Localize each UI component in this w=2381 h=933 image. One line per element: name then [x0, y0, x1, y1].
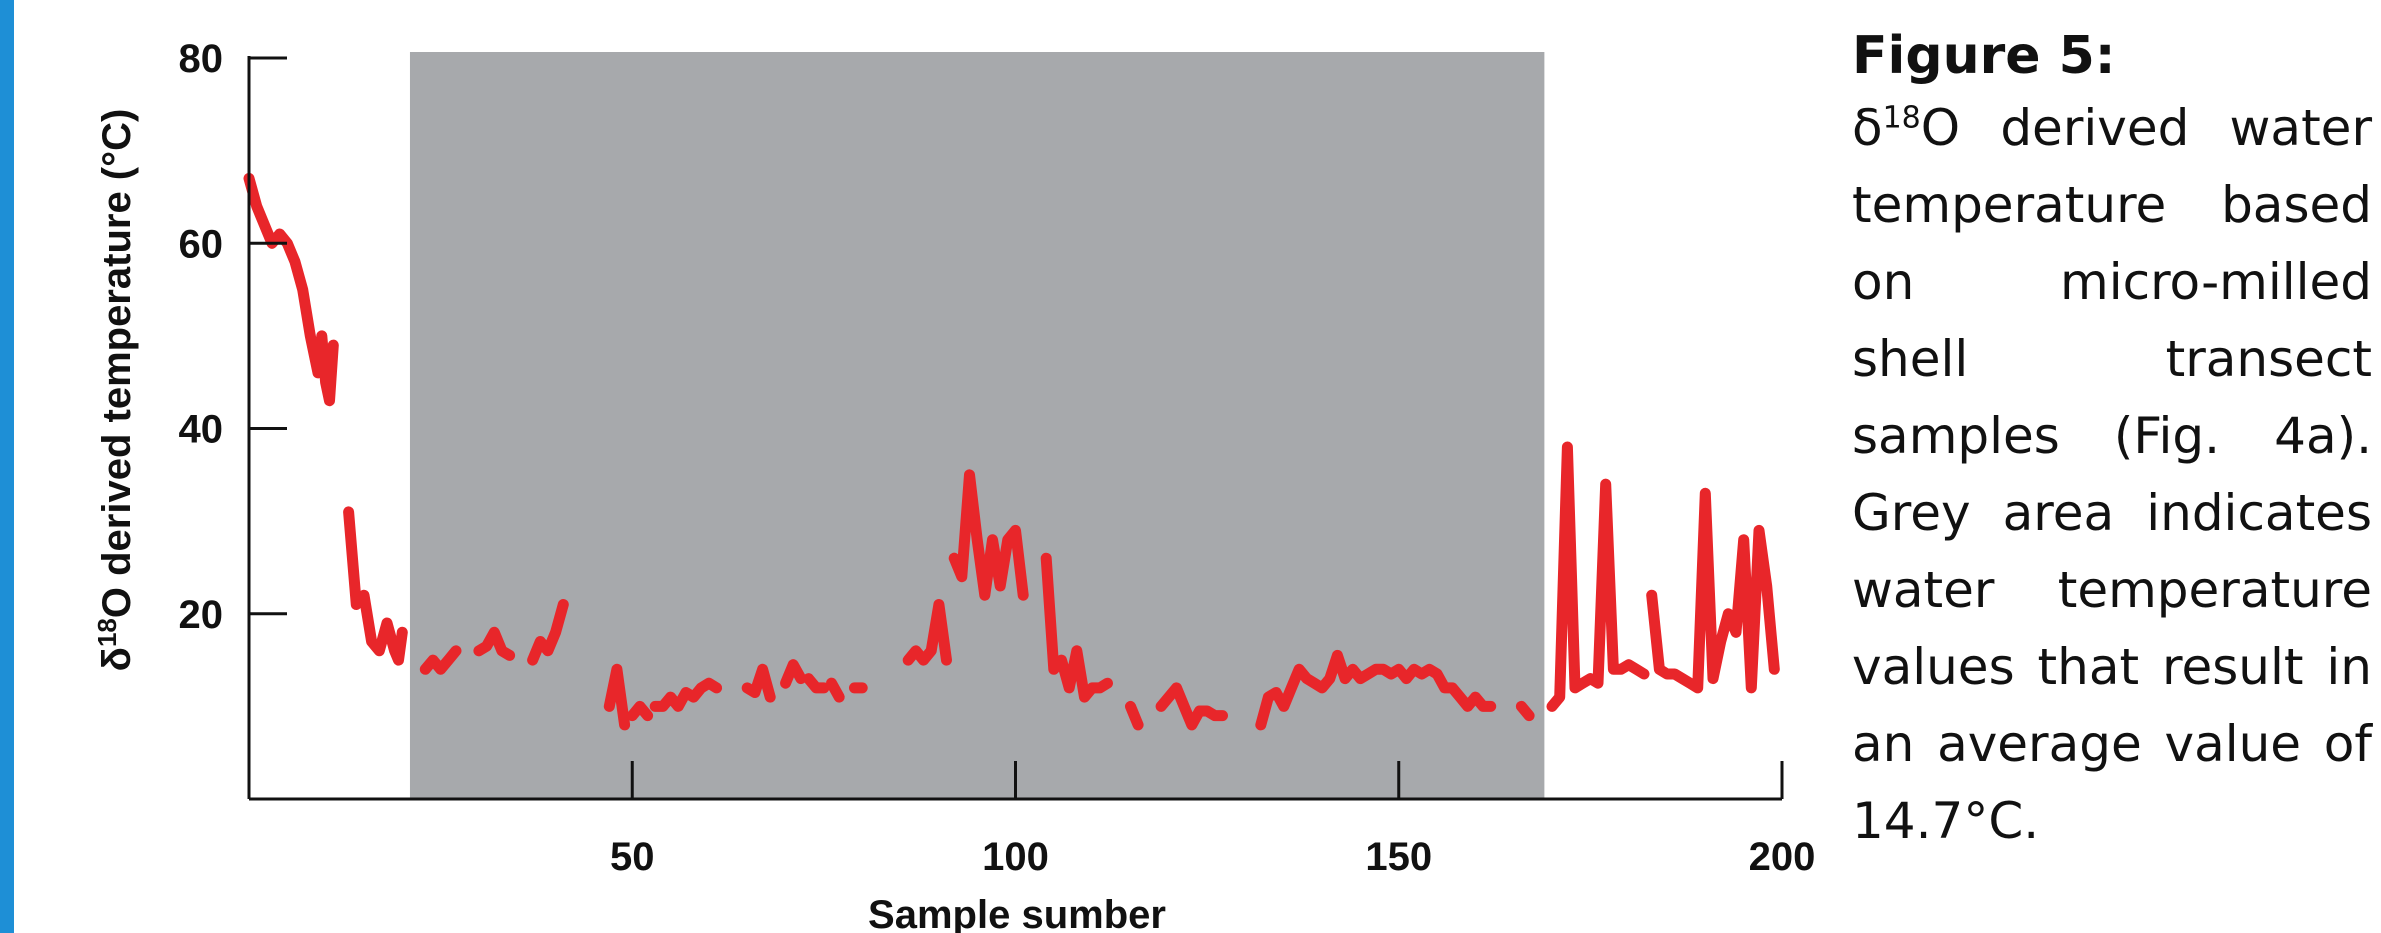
y-axis-title-delta: δ [95, 647, 139, 671]
y-axis-title: δ18O derived temperature (°C) [92, 109, 139, 672]
x-tick-label: 150 [1365, 835, 1432, 879]
figure-caption: Figure 5: δ18O derived water temperature… [1852, 22, 2372, 860]
grey-shaded-region [409, 52, 1545, 799]
series-line-segment [626, 700, 654, 722]
series-line-segment [343, 506, 408, 666]
y-tick-label: 20 [179, 593, 224, 637]
left-accent-bar [0, 0, 14, 933]
caption-superscript: 18 [1882, 100, 1921, 136]
series-line-segment [741, 663, 776, 703]
series-line-segment [419, 645, 462, 675]
caption-text: O derived water temperature based on mic… [1852, 99, 2372, 850]
x-tick-label: 50 [610, 835, 655, 879]
series-line-segment [826, 677, 845, 703]
series-line-segment [1125, 700, 1144, 731]
y-axis-title-rest: O derived temperature (°C) [95, 109, 139, 618]
series-line-segment [243, 172, 339, 407]
y-axis-title-superscript: 18 [92, 618, 122, 647]
y-tick-label: 60 [179, 222, 224, 266]
series-line-segment [1040, 552, 1113, 703]
y-tick-label: 40 [179, 408, 224, 452]
series-line-segment [1515, 700, 1535, 722]
ticks-layer: 20 40 60 80 50 100 150 200 [179, 37, 1816, 879]
series-line-segment [803, 673, 830, 694]
chart: 20 40 60 80 50 100 150 200 Sample sumber δ18O d… [92, 37, 1816, 933]
x-tick-label: 200 [1749, 835, 1816, 879]
y-tick-label: 80 [179, 37, 224, 81]
series-line-segment [780, 659, 807, 689]
x-tick-label: 100 [982, 835, 1049, 879]
series-line-segment [603, 663, 631, 731]
series-line-segment [1255, 649, 1497, 731]
series-line-segment [473, 626, 516, 661]
series-line-segment [902, 599, 952, 666]
series-line-segment [1155, 682, 1228, 731]
caption-delta: δ [1852, 99, 1883, 157]
series-layer [243, 172, 1780, 731]
series-line-segment [649, 677, 723, 712]
x-axis-title: Sample sumber [868, 893, 1166, 933]
series-line-segment [948, 469, 1029, 601]
series-line-segment [527, 599, 569, 666]
caption-body: δ18O derived water temperature based on … [1852, 90, 2372, 860]
caption-title: Figure 5: [1852, 26, 2116, 86]
series-line-segment [1646, 487, 1780, 694]
series-line-segment [1546, 441, 1650, 712]
